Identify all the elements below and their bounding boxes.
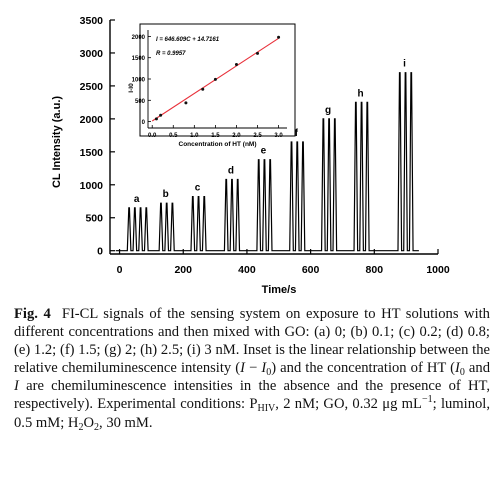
y-tick-label: 2000 <box>80 114 104 126</box>
inset-x-tick-label: 3.0 <box>274 133 283 139</box>
group-label-d: d <box>228 166 234 177</box>
inset-x-tick-label: 2.5 <box>253 133 262 139</box>
inset-x-tick-label: 0.0 <box>148 133 157 139</box>
inset-x-tick-label: 1.5 <box>211 133 220 139</box>
data-point <box>213 77 217 81</box>
group-label-e: e <box>261 146 267 157</box>
data-point <box>184 101 188 105</box>
caption-h2-subscript: 2 <box>78 421 84 433</box>
group-label-i: i <box>403 59 406 70</box>
group-label-f: f <box>295 128 299 139</box>
caption-hiv-subscript: HIV <box>257 403 276 415</box>
y-axis-label: CL Intensity (a.u.) <box>51 96 63 188</box>
inset-y-tick-label: 2000 <box>132 35 146 41</box>
x-tick-label: 0 <box>117 264 123 276</box>
data-point <box>256 51 260 55</box>
caption-text-6: ; luminol, 0.5 mM; H <box>14 396 490 431</box>
y-tick-label: 1500 <box>80 147 104 159</box>
y-tick-label: 500 <box>85 213 103 225</box>
group-label-b: b <box>163 189 169 200</box>
inset-chart: 0 500 1000 1500 2000 0.0 0.5 1.0 1.5 2.0 2.5 3.0 Con… <box>128 23 296 148</box>
main-chart: 0 500 1000 1500 2000 2500 3000 3500 0 200 400 600 80… <box>51 15 450 296</box>
inset-y-tick-label: 0 <box>142 120 146 126</box>
data-point <box>159 113 163 117</box>
caption-o-text: O <box>83 414 95 431</box>
caption-text-2: ) and the concentration of HT ( <box>271 360 455 377</box>
caption-i-symbol-2: I <box>14 378 19 395</box>
inset-y-axis-label: I-I0 <box>128 83 135 93</box>
y-tick-label: 3000 <box>80 48 104 60</box>
y-tick-label: 3500 <box>80 15 104 27</box>
figure-caption: Fig. 4 FI-CL signals of the sensing syst… <box>14 305 490 432</box>
caption-text-3: and <box>464 360 491 377</box>
caption-text-5: , 2 nM; GO, 0.32 μg mL <box>275 396 422 413</box>
caption-i0-subscript: 0 <box>266 367 272 379</box>
data-point <box>201 87 205 91</box>
caption-text-1: FI-CL signals of the sensing system on e… <box>14 306 490 377</box>
group-label-h: h <box>358 88 364 99</box>
inset-x-axis-label: Concentration of HT (nM) <box>179 141 257 148</box>
caption-i0-symbol: I <box>261 360 267 377</box>
inset-x-tick-label: 0.5 <box>169 133 178 139</box>
inset-y-tick-label: 1500 <box>132 56 146 62</box>
signal-trace <box>115 72 419 252</box>
inset-x-tick-label: 2.0 <box>232 133 241 139</box>
group-label-a: a <box>134 194 140 205</box>
caption-superscript: −1 <box>421 394 433 406</box>
y-tick-label: 0 <box>97 246 103 258</box>
fit-r-value: R = 0.9957 <box>156 51 186 57</box>
fit-equation: I = 646.609C + 14.7161 <box>156 37 220 43</box>
caption-o2-subscript: 2 <box>94 421 100 433</box>
inset-x-tick-label: 1.0 <box>190 133 199 139</box>
data-point <box>234 63 238 67</box>
caption-i0-subscript-2: 0 <box>459 367 465 379</box>
x-axis-label: Time/s <box>262 284 297 296</box>
inset-y-tick-label: 500 <box>135 99 146 105</box>
caption-label: Fig. 4 <box>14 306 51 322</box>
caption-i-symbol: I <box>240 360 246 377</box>
group-label-g: g <box>325 105 331 116</box>
inset-frame <box>139 23 296 137</box>
y-tick-label: 1000 <box>80 180 104 192</box>
x-tick-label: 600 <box>302 264 320 276</box>
group-label-c: c <box>195 183 201 194</box>
x-tick-label: 400 <box>238 264 256 276</box>
caption-text-7: , 30 mM. <box>99 414 153 431</box>
inset-y-tick-label: 1000 <box>132 78 146 84</box>
data-point <box>277 35 281 39</box>
caption-i0-symbol-2: I <box>455 360 460 377</box>
x-tick-label: 200 <box>174 264 192 276</box>
data-point <box>154 117 158 121</box>
x-tick-label: 1000 <box>426 264 450 276</box>
caption-text-4: are chemiluminescence intensities in the… <box>14 378 490 413</box>
y-tick-label: 2500 <box>80 81 104 93</box>
caption-minus: − <box>245 360 262 377</box>
x-tick-label: 800 <box>366 264 384 276</box>
